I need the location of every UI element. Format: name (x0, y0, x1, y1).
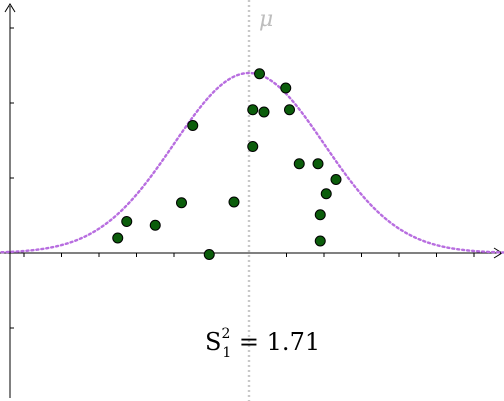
data-point (284, 104, 295, 116)
data-point (280, 82, 292, 94)
data-point (187, 120, 199, 131)
data-point (258, 106, 270, 118)
data-point (314, 209, 326, 221)
data-point (176, 197, 187, 209)
variance-value: = 1.71 (231, 328, 320, 356)
variance-subscript: 1 (222, 345, 231, 361)
data-point (254, 68, 265, 80)
variance-annotation: S2 1 = 1.71 (205, 326, 320, 361)
axes (0, 3, 503, 398)
y-axis-arrow (4, 3, 16, 13)
data-point (314, 235, 326, 247)
data-point (312, 158, 324, 170)
normal-curve (0, 71, 504, 254)
data-point (112, 232, 124, 244)
data-point (228, 196, 240, 208)
variance-superscript: 2 (221, 326, 230, 342)
data-point (247, 141, 259, 152)
data-point (330, 174, 342, 185)
variance-symbol: S (205, 328, 221, 356)
data-point (149, 219, 161, 231)
data-point (203, 249, 215, 260)
data-point (320, 188, 332, 200)
data-point (247, 104, 259, 116)
data-point (121, 216, 133, 227)
data-points (112, 68, 342, 260)
data-point (293, 158, 305, 170)
mean-label: μ (259, 7, 273, 32)
